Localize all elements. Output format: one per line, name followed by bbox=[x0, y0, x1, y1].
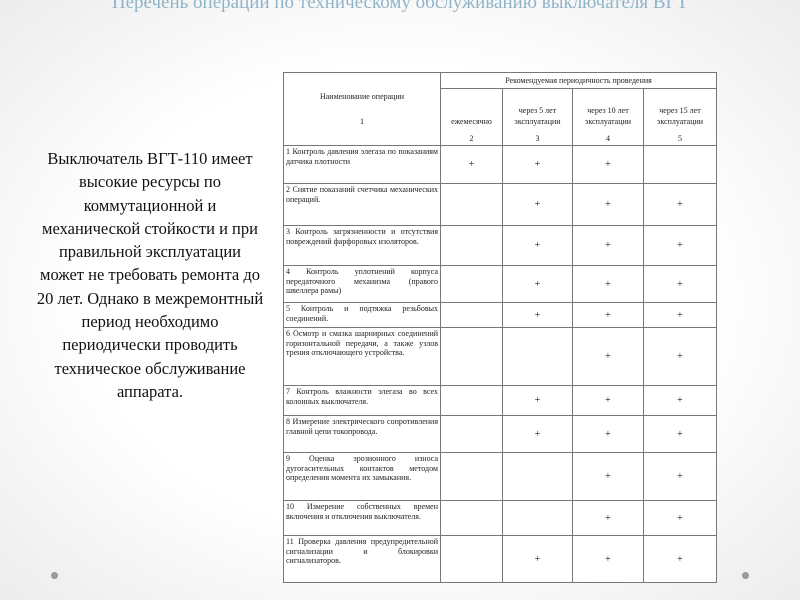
mark-cell: + bbox=[643, 327, 717, 386]
operation-name: 8 Измерение электрического сопротивления… bbox=[283, 415, 441, 453]
mark-cell: + bbox=[502, 225, 573, 266]
operation-name: 4 Контроль уплотнений корпуса передаточн… bbox=[283, 265, 441, 303]
operation-name: 1 Контроль давления элегаза по показания… bbox=[283, 145, 441, 184]
table-row: 8 Измерение электрического сопротивления… bbox=[283, 415, 717, 453]
mark-cell: + bbox=[643, 385, 717, 416]
mark-cell: + bbox=[643, 302, 717, 328]
mark-cell bbox=[502, 452, 573, 501]
mark-cell: + bbox=[572, 535, 644, 583]
mark-cell bbox=[440, 327, 503, 386]
mark-cell bbox=[440, 225, 503, 266]
description: Выключатель ВГТ-110 имеет высокие ресурс… bbox=[36, 149, 264, 401]
header-number: 1 bbox=[360, 117, 364, 126]
column-label: через 5 лет эксплуатации bbox=[514, 106, 561, 126]
mark-cell: + bbox=[502, 145, 573, 184]
operation-name: 9 Оценка эрозионного износа дугогаситель… bbox=[283, 452, 441, 501]
decor-dot bbox=[742, 572, 749, 579]
mark-cell: + bbox=[502, 265, 573, 303]
mark-cell: + bbox=[502, 183, 573, 226]
column-number: 5 bbox=[678, 134, 682, 143]
mark-cell: + bbox=[572, 500, 644, 536]
mark-cell: + bbox=[643, 452, 717, 501]
table-row: 9 Оценка эрозионного износа дугогаситель… bbox=[283, 452, 717, 501]
mark-cell bbox=[502, 327, 573, 386]
mark-cell bbox=[643, 145, 717, 184]
table-row: 5 Контроль и подтяжка резьбовых соединен… bbox=[283, 302, 717, 328]
mark-cell: + bbox=[572, 302, 644, 328]
mark-cell bbox=[502, 500, 573, 536]
operation-name: 3 Контроль загрязненности и отсутствия п… bbox=[283, 225, 441, 266]
header-cell: через 15 лет эксплуатации 5 bbox=[643, 88, 717, 146]
column-number: 4 bbox=[606, 134, 610, 143]
mark-cell bbox=[440, 500, 503, 536]
mark-cell: + bbox=[643, 415, 717, 453]
mark-cell: + bbox=[502, 302, 573, 328]
mark-cell bbox=[440, 415, 503, 453]
mark-cell: + bbox=[572, 145, 644, 184]
operation-name: 7 Контроль влажности элегаза во всех кол… bbox=[283, 385, 441, 416]
mark-cell: + bbox=[572, 265, 644, 303]
operation-name: 11 Проверка давления предупредительной с… bbox=[283, 535, 441, 583]
operations-table: Наименование операции 1 Рекомендуемая пери… bbox=[283, 72, 717, 583]
operation-name: 5 Контроль и подтяжка резьбовых соединен… bbox=[283, 302, 441, 328]
mark-cell: + bbox=[572, 183, 644, 226]
mark-cell: + bbox=[643, 500, 717, 536]
mark-cell bbox=[440, 302, 503, 328]
operation-name: 6 Осмотр и смазка шарнирных соединений г… bbox=[283, 327, 441, 386]
mark-cell: + bbox=[502, 535, 573, 583]
mark-cell bbox=[440, 452, 503, 501]
header-cell: через 5 лет эксплуатации 3 bbox=[502, 88, 573, 146]
mark-cell: + bbox=[572, 452, 644, 501]
table-row: 2 Снятие показаний счетчика механических… bbox=[283, 183, 717, 226]
mark-cell bbox=[440, 265, 503, 303]
table-row: 3 Контроль загрязненности и отсутствия п… bbox=[283, 225, 717, 266]
table-row: 10 Измерение собственных времен включени… bbox=[283, 500, 717, 536]
column-label: через 15 лет эксплуатации bbox=[656, 106, 704, 126]
mark-cell bbox=[440, 535, 503, 583]
table-row: 4 Контроль уплотнений корпуса передаточн… bbox=[283, 265, 717, 303]
decor-dot bbox=[51, 572, 58, 579]
mark-cell: + bbox=[440, 145, 503, 184]
table-row: 6 Осмотр и смазка шарнирных соединений г… bbox=[283, 327, 717, 386]
mark-cell: + bbox=[572, 415, 644, 453]
column-label: ежемесячно bbox=[451, 117, 492, 126]
table-row: 7 Контроль влажности элегаза во всех кол… bbox=[283, 385, 717, 416]
slide-title: Перечень операций по техническому обслуж… bbox=[111, 0, 689, 13]
mark-cell bbox=[440, 385, 503, 416]
header-cell: ежемесячно 2 bbox=[440, 88, 503, 146]
mark-cell: + bbox=[502, 385, 573, 416]
column-number: 2 bbox=[469, 134, 474, 143]
mark-cell: + bbox=[572, 385, 644, 416]
operation-name: 10 Измерение собственных времен включени… bbox=[283, 500, 441, 536]
mark-cell: + bbox=[643, 265, 717, 303]
mark-cell: + bbox=[572, 225, 644, 266]
column-number: 3 bbox=[535, 134, 540, 143]
mark-cell bbox=[440, 183, 503, 226]
mark-cell: + bbox=[572, 327, 644, 386]
mark-cell: + bbox=[643, 535, 717, 583]
column-label: через 10 лет эксплуатации bbox=[584, 106, 632, 126]
table-row: 11 Проверка давления предупредительной с… bbox=[283, 535, 717, 583]
table-row: 1 Контроль давления элегаза по показания… bbox=[283, 145, 717, 184]
mark-cell: + bbox=[502, 415, 573, 453]
header-cell: Наименование операции 1 bbox=[283, 72, 441, 146]
header-row: Наименование операции 1 Рекомендуемая пери… bbox=[283, 72, 717, 146]
header-cell: через 10 лет эксплуатации 4 bbox=[572, 88, 644, 146]
header-cell: Рекомендуемая периодичность проведения bbox=[440, 72, 717, 89]
mark-cell: + bbox=[643, 225, 717, 266]
header-text: Наименование операции bbox=[319, 92, 405, 101]
operation-name: 2 Снятие показаний счетчика механических… bbox=[283, 183, 441, 226]
mark-cell: + bbox=[643, 183, 717, 226]
